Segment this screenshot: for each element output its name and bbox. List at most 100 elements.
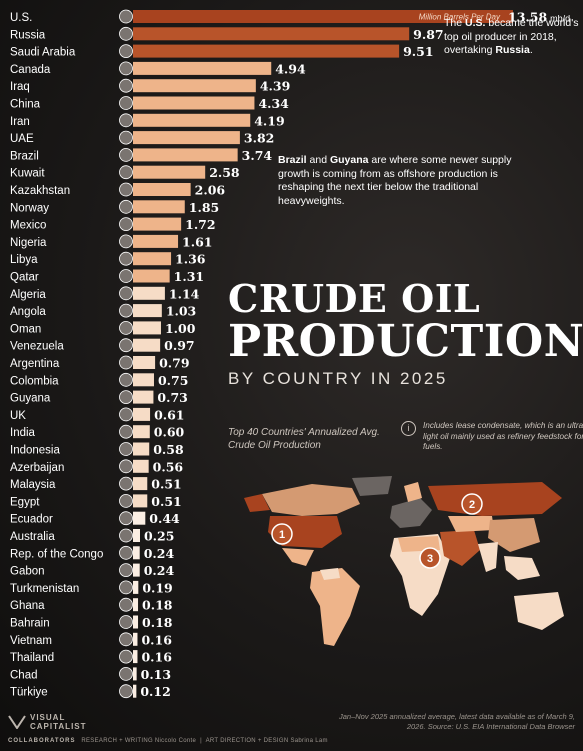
logo-text-2: CAPITALIST: [30, 722, 87, 731]
country-label: Argentina: [10, 358, 60, 370]
map-southeast-asia: [504, 556, 540, 580]
flag-icon: [119, 528, 133, 543]
bar: [133, 10, 513, 23]
annotation-us: The U.S. became the world's top oil prod…: [444, 17, 582, 58]
map-central-asia: [448, 516, 494, 532]
value-label: 0.16: [141, 650, 172, 665]
country-label: Bahrain: [10, 618, 50, 630]
country-label: Türkiye: [10, 687, 48, 699]
map-venezuela: [320, 568, 340, 580]
bar: [133, 148, 238, 162]
bar: [133, 425, 150, 439]
value-label: 9.87: [413, 27, 443, 42]
publisher-logo: VISUAL CAPITALIST: [8, 713, 87, 731]
bar: [133, 684, 137, 698]
value-label: 1.72: [185, 217, 215, 232]
value-label: 1.36: [175, 252, 206, 267]
value-label: 0.61: [154, 407, 184, 422]
country-label: Norway: [10, 202, 49, 214]
country-label: Ghana: [10, 600, 45, 612]
country-label: Qatar: [10, 272, 39, 284]
bar: [133, 563, 140, 577]
flag-icon: [119, 407, 133, 422]
svg-text:2: 2: [469, 499, 475, 511]
flag-icon: [119, 667, 133, 681]
map-norway: [404, 482, 422, 502]
country-label: Rep. of the Congo: [10, 548, 103, 560]
value-label: 1.03: [166, 304, 196, 319]
chart-title-line2: PRODUCTION: [228, 316, 583, 367]
map-marker-1: 1: [271, 523, 293, 545]
art-label: ART DIRECTION + DESIGN: [205, 738, 289, 744]
value-label: 0.97: [164, 338, 194, 353]
value-label: 0.51: [151, 477, 181, 492]
bar: [133, 356, 156, 369]
flag-icon: [119, 9, 133, 24]
bar: [133, 27, 410, 41]
bar: [133, 598, 139, 612]
value-label: 3.82: [244, 131, 274, 146]
value-label: 0.58: [153, 442, 184, 457]
flag-icon: [119, 459, 133, 474]
flag-icon: [119, 424, 133, 439]
flag-icon: [119, 442, 133, 456]
value-label: 4.94: [275, 61, 306, 76]
value-label: 0.25: [144, 529, 174, 544]
bar: [133, 200, 185, 214]
value-label: 9.51: [403, 44, 433, 59]
value-unit: mb/d: [550, 14, 570, 24]
bar: [133, 477, 148, 491]
flag-icon: [119, 61, 133, 76]
bar: [133, 96, 255, 110]
bar: [133, 580, 139, 594]
map-south-america: [310, 568, 360, 646]
country-label: Ecuador: [10, 514, 53, 526]
flag-icon: [119, 684, 133, 699]
country-label: Kuwait: [10, 168, 45, 180]
world-map: 1 2 3: [244, 476, 564, 646]
flag-icon: [119, 26, 133, 41]
bar: [133, 304, 162, 318]
country-label: Libya: [10, 254, 38, 266]
country-label: Brazil: [10, 150, 39, 162]
value-label: 0.60: [154, 425, 185, 440]
value-label: 0.12: [140, 684, 170, 699]
flag-icon: [119, 580, 133, 595]
flag-icon: [119, 545, 133, 560]
country-label: Kazakhstan: [10, 185, 70, 197]
country-label: UK: [10, 410, 26, 422]
bar: [133, 234, 179, 248]
value-label: 1.85: [189, 200, 219, 215]
flag-icon: [119, 390, 133, 405]
bar: [133, 61, 272, 75]
bar: [133, 632, 138, 646]
value-label: 1.31: [174, 269, 204, 284]
bar: [133, 269, 170, 283]
flag-icon: [119, 372, 133, 387]
bar: [133, 407, 151, 421]
country-label: Angola: [10, 306, 46, 318]
value-label: 1.00: [165, 321, 196, 336]
value-label: 4.34: [258, 96, 289, 111]
value-label: 4.39: [260, 79, 290, 94]
title-block: CRUDE OIL PRODUCTION BY COUNTRY IN 2025: [228, 278, 583, 389]
footer-credits: COLLABORATORS RESEARCH + WRITING Niccolo…: [8, 738, 328, 744]
bar-chart: U.S. 13.58 mb/d Million Barrels Per Day Russ…: [10, 9, 570, 699]
map-middle-east: [440, 530, 480, 566]
value-label: 0.56: [153, 459, 184, 474]
bar: [133, 321, 161, 335]
annotation-brazil-bold-1: Brazil: [278, 154, 307, 166]
bar: [133, 286, 165, 300]
country-label: Russia: [10, 29, 46, 41]
bar: [133, 442, 150, 456]
map-marker-2: 2: [461, 493, 483, 515]
value-label: 0.13: [141, 667, 171, 682]
country-label: Guyana: [10, 393, 51, 405]
map-alaska: [244, 494, 270, 512]
country-label: Azerbaijan: [10, 462, 64, 474]
country-label: U.S.: [10, 12, 32, 24]
bar: [133, 390, 154, 404]
definition-note: Includes lease condensate, which is an u…: [423, 421, 583, 451]
bar: [133, 459, 149, 473]
svg-text:3: 3: [427, 553, 433, 565]
